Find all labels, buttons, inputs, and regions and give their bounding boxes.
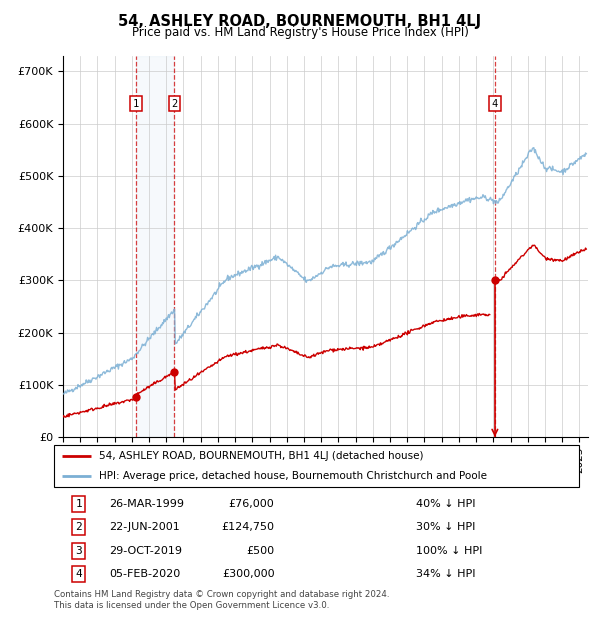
Text: 54, ASHLEY ROAD, BOURNEMOUTH, BH1 4LJ (detached house): 54, ASHLEY ROAD, BOURNEMOUTH, BH1 4LJ (d… (98, 451, 423, 461)
Text: 2: 2 (76, 522, 82, 533)
Text: This data is licensed under the Open Government Licence v3.0.: This data is licensed under the Open Gov… (54, 601, 329, 611)
Text: 22-JUN-2001: 22-JUN-2001 (109, 522, 180, 533)
Text: 3: 3 (76, 546, 82, 556)
Bar (136, 56, 175, 437)
Text: Contains HM Land Registry data © Crown copyright and database right 2024.: Contains HM Land Registry data © Crown c… (54, 590, 389, 600)
Text: 26-MAR-1999: 26-MAR-1999 (109, 498, 184, 509)
Text: 54, ASHLEY ROAD, BOURNEMOUTH, BH1 4LJ: 54, ASHLEY ROAD, BOURNEMOUTH, BH1 4LJ (118, 14, 482, 29)
Text: 05-FEB-2020: 05-FEB-2020 (109, 569, 181, 579)
Text: 34% ↓ HPI: 34% ↓ HPI (416, 569, 476, 579)
Text: 30% ↓ HPI: 30% ↓ HPI (416, 522, 476, 533)
Text: HPI: Average price, detached house, Bournemouth Christchurch and Poole: HPI: Average price, detached house, Bour… (98, 471, 487, 481)
Text: Price paid vs. HM Land Registry's House Price Index (HPI): Price paid vs. HM Land Registry's House … (131, 26, 469, 39)
Text: 1: 1 (76, 498, 82, 509)
Text: 4: 4 (76, 569, 82, 579)
Text: 100% ↓ HPI: 100% ↓ HPI (416, 546, 482, 556)
Text: 2: 2 (171, 99, 178, 109)
Text: 1: 1 (133, 99, 139, 109)
Text: £300,000: £300,000 (222, 569, 275, 579)
Text: £124,750: £124,750 (221, 522, 275, 533)
Text: £500: £500 (247, 546, 275, 556)
Text: 29-OCT-2019: 29-OCT-2019 (109, 546, 182, 556)
Text: £76,000: £76,000 (229, 498, 275, 509)
Text: 40% ↓ HPI: 40% ↓ HPI (416, 498, 476, 509)
Text: 4: 4 (492, 99, 498, 109)
